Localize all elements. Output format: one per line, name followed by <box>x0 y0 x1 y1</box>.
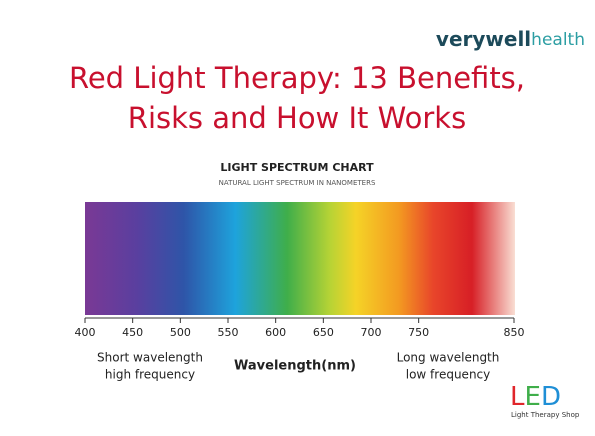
right-note: Long wavelength <box>397 351 500 365</box>
logo-letter: E <box>525 382 541 412</box>
spectrum-band <box>85 202 515 315</box>
chart-title: LIGHT SPECTRUM CHART <box>220 161 374 174</box>
brand-secondary: health <box>531 30 585 50</box>
x-axis-label: Wavelength(nm) <box>234 359 356 374</box>
logo: LED <box>510 382 561 412</box>
right-note: low frequency <box>406 368 491 382</box>
brand: verywellhealth <box>436 27 585 51</box>
brand-primary: verywell <box>436 27 531 51</box>
title-line: Risks and How It Works <box>128 101 466 135</box>
x-tick-label: 650 <box>313 326 334 339</box>
logo-tagline: Light Therapy Shop <box>511 411 580 419</box>
x-tick-label: 600 <box>265 326 286 339</box>
logo-letter: L <box>510 382 525 412</box>
left-note: high frequency <box>105 368 195 382</box>
logo-letter: D <box>541 382 561 412</box>
x-tick-label: 700 <box>361 326 382 339</box>
left-note: Short wavelength <box>97 351 203 365</box>
x-tick-label: 500 <box>170 326 191 339</box>
chart-subtitle: NATURAL LIGHT SPECTRUM IN NANOMETERS <box>219 179 376 187</box>
x-tick-label: 750 <box>408 326 429 339</box>
x-tick-label: 550 <box>218 326 239 339</box>
ticks: 400 450 500 550 600 650 700 750 850 <box>75 318 525 339</box>
x-tick-label: 450 <box>122 326 143 339</box>
title-line: Red Light Therapy: 13 Benefits, <box>69 61 525 95</box>
x-tick-label: 850 <box>504 326 525 339</box>
x-tick-label: 400 <box>75 326 96 339</box>
